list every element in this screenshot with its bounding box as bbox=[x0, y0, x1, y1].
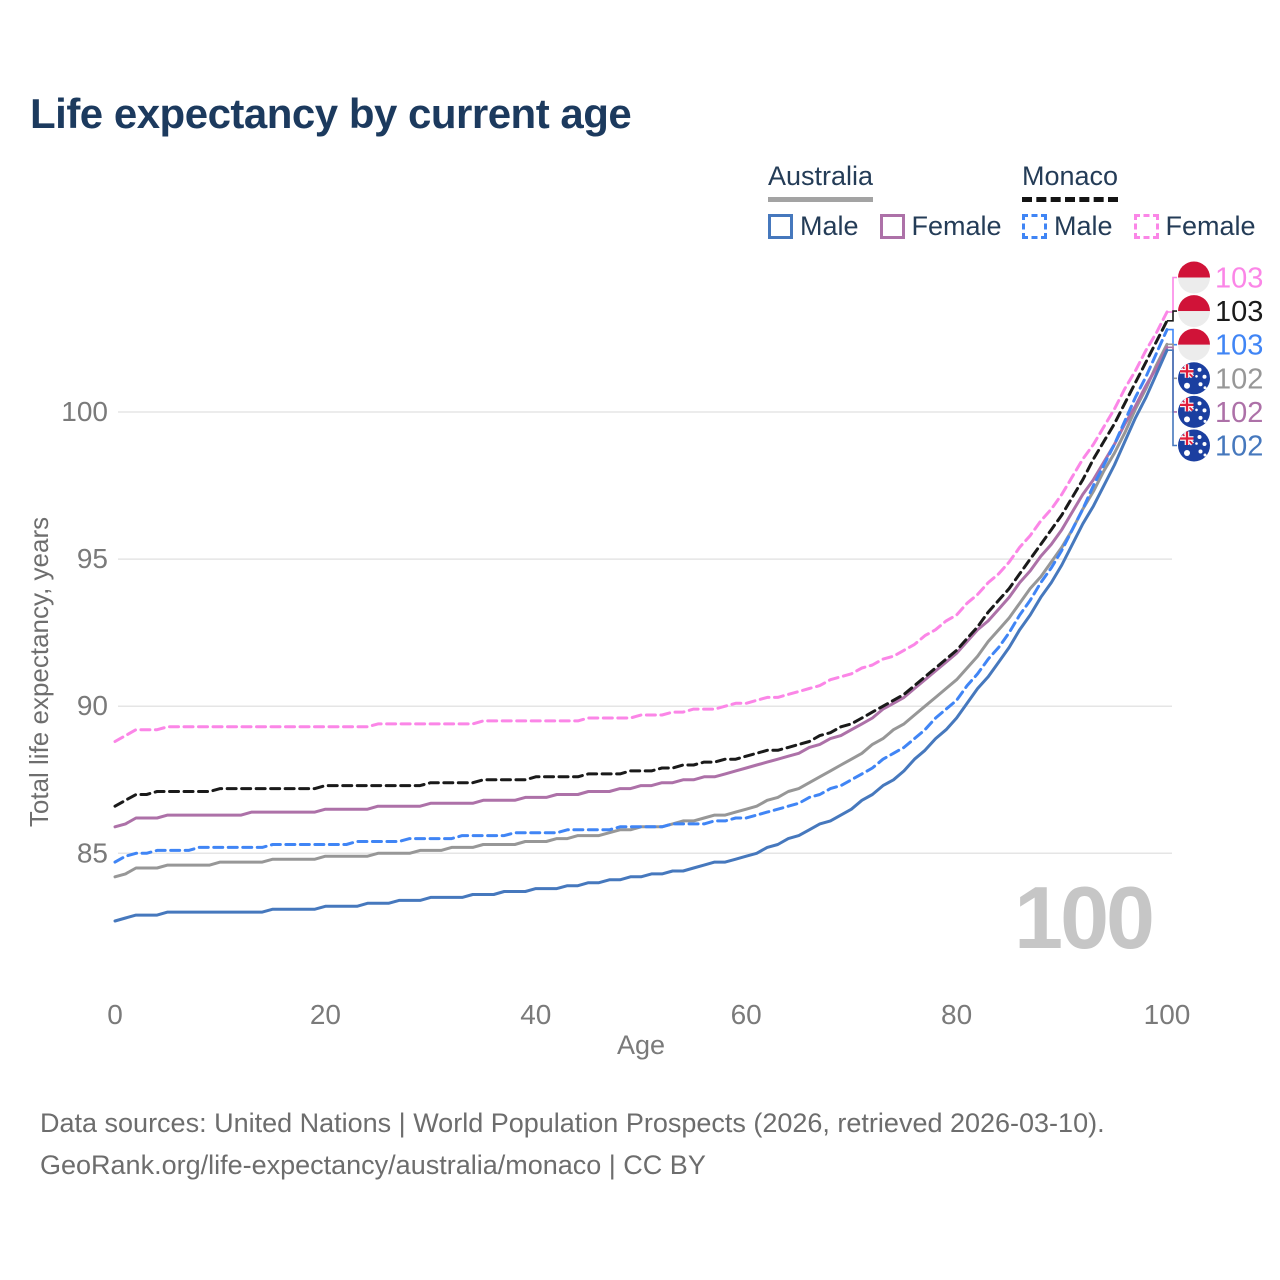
end-label-value-monaco-male: 103 bbox=[1215, 330, 1263, 362]
legend-label-australia-female: Female bbox=[911, 210, 1002, 241]
australia-flag-icon bbox=[1178, 395, 1210, 428]
age-counter-watermark: 100 bbox=[1014, 868, 1152, 967]
x-axis-label: Age bbox=[617, 1030, 665, 1060]
end-label-connector-australia-female bbox=[1167, 346, 1177, 413]
monaco-flag-icon bbox=[1178, 295, 1210, 328]
y-tick-90: 90 bbox=[77, 690, 108, 721]
legend-items-australia: Male Female bbox=[768, 211, 1002, 242]
footer-attribution: GeoRank.org/life-expectancy/australia/mo… bbox=[40, 1150, 706, 1180]
end-label-connector-australia-male bbox=[1167, 349, 1177, 447]
end-label-value-australia-male: 102 bbox=[1215, 431, 1263, 463]
legend-item-australia-male[interactable]: Male bbox=[768, 211, 859, 242]
monaco-flag-icon bbox=[1178, 328, 1210, 361]
legend-label-monaco-male: Male bbox=[1054, 210, 1113, 241]
end-label-value-monaco-female: 103 bbox=[1215, 263, 1263, 295]
australia-flag-icon bbox=[1178, 429, 1210, 462]
series-line-australia-female bbox=[113, 345, 1169, 829]
legend-item-monaco-male[interactable]: Male bbox=[1022, 211, 1113, 242]
end-label-value-australia-female: 102 bbox=[1215, 397, 1263, 429]
end-label-connector-australia-total bbox=[1167, 343, 1177, 380]
legend-header-australia: Australia bbox=[768, 161, 874, 202]
end-label-value-monaco-total: 103 bbox=[1215, 296, 1263, 328]
series-line-monaco-male bbox=[113, 328, 1169, 864]
y-axis-label: Total life expectancy, years bbox=[24, 517, 54, 827]
legend-group-australia: Australia Male Female bbox=[768, 161, 1002, 242]
legend-header-monaco: Monaco bbox=[1022, 161, 1119, 202]
monaco-flag-icon bbox=[1178, 261, 1210, 294]
x-tick-0: 0 bbox=[107, 999, 123, 1030]
x-tick-60: 60 bbox=[731, 999, 762, 1030]
legend-swatch-monaco-female bbox=[1133, 213, 1159, 239]
x-tick-40: 40 bbox=[520, 999, 551, 1030]
y-tick-85: 85 bbox=[77, 837, 108, 868]
series-line-australia-total bbox=[113, 342, 1169, 879]
legend-label-monaco-female: Female bbox=[1165, 210, 1256, 241]
australia-flag-icon bbox=[1178, 362, 1210, 395]
y-tick-95: 95 bbox=[77, 543, 108, 574]
x-tick-100: 100 bbox=[1144, 999, 1191, 1030]
x-tick-80: 80 bbox=[941, 999, 972, 1030]
legend-item-australia-female[interactable]: Female bbox=[879, 210, 1002, 242]
legend-items-monaco: Male Female bbox=[1022, 211, 1256, 242]
legend-item-monaco-female[interactable]: Female bbox=[1133, 210, 1256, 242]
chart-svg: 100 85 90 95 100 0 20 40 60 80 100 Age Total life ex… bbox=[24, 261, 1263, 1060]
legend-swatch-monaco-male bbox=[1022, 213, 1047, 239]
end-label-value-australia-total: 102 bbox=[1215, 363, 1263, 395]
legend-group-monaco: Monaco Male Female bbox=[1022, 161, 1256, 242]
y-tick-100: 100 bbox=[61, 396, 108, 427]
series-line-australia-male bbox=[113, 348, 1169, 923]
series-line-monaco-total bbox=[113, 319, 1169, 808]
legend-label-australia-male: Male bbox=[800, 210, 859, 241]
page-title: Life expectancy by current age bbox=[30, 90, 632, 137]
footer-data-sources: Data sources: United Nations | World Pop… bbox=[40, 1108, 1105, 1138]
end-label-connector-monaco-male bbox=[1167, 328, 1177, 346]
series-line-monaco-female bbox=[113, 310, 1169, 743]
legend-swatch-australia-female bbox=[879, 213, 905, 239]
x-tick-20: 20 bbox=[310, 999, 341, 1030]
end-label-connector-monaco-total bbox=[1167, 310, 1177, 322]
end-label-connector-monaco-female bbox=[1167, 276, 1177, 313]
legend-swatch-australia-male bbox=[768, 213, 793, 239]
